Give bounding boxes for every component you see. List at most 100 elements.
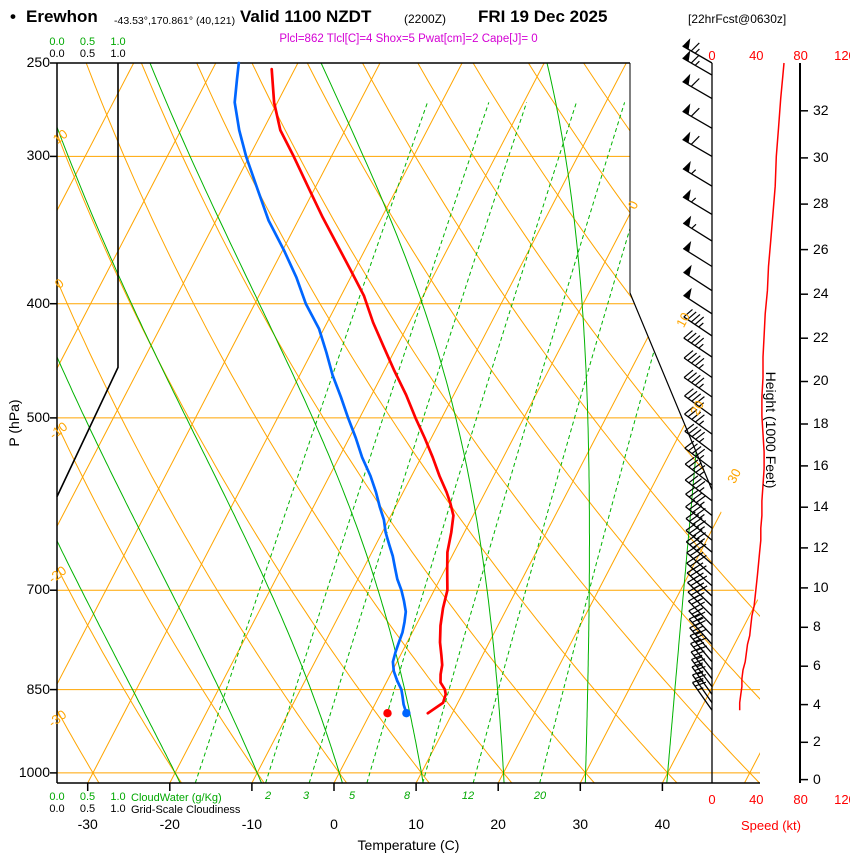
wind-barb xyxy=(682,215,713,242)
pressure-tick-label: 400 xyxy=(26,294,50,311)
wind-barb xyxy=(684,472,713,502)
wind-barb xyxy=(684,456,713,486)
station-bullet-icon: • xyxy=(10,7,16,26)
red-surface-marker xyxy=(383,709,392,718)
cloudwater-scale-top: 0.0 xyxy=(49,36,65,48)
speed-axis-title: Speed (kt) xyxy=(741,818,801,833)
speed-tick-label-bottom: 40 xyxy=(749,792,764,807)
valid-time: Valid 1100 NZDT xyxy=(240,7,372,26)
height-tick-label: 0 xyxy=(813,770,821,787)
temperature-tick-label: 30 xyxy=(572,816,589,832)
height-tick-label: 28 xyxy=(813,195,829,212)
speed-tick-label-bottom: 80 xyxy=(793,792,808,807)
station-name: Erewhon xyxy=(26,7,98,26)
station-coords: -43.53°,170.861° (40,121) xyxy=(114,15,236,27)
height-tick-label: 30 xyxy=(813,148,829,165)
cloudiness-scale-bottom: 1.0 xyxy=(110,803,126,815)
height-tick-label: 10 xyxy=(813,578,829,595)
wind-barb xyxy=(684,440,713,470)
height-axis xyxy=(799,63,808,783)
height-tick-label: 22 xyxy=(813,329,829,346)
wind-barb xyxy=(682,50,713,76)
cloudwater-scale-bottom: 1.0 xyxy=(110,791,126,803)
temperature-tick-label: 0 xyxy=(330,816,338,832)
wind-barb xyxy=(682,73,713,100)
temperature-tick-label: 40 xyxy=(654,816,671,832)
isotherm-label: 30 xyxy=(724,466,744,486)
wind-barb xyxy=(683,308,713,337)
dry-adiabat-label: 0 xyxy=(52,275,67,291)
wind-barb xyxy=(685,486,713,517)
wind-barb xyxy=(684,423,713,453)
speed-tick-label-bottom: 0 xyxy=(708,792,716,807)
blue-surface-marker xyxy=(402,709,411,718)
temperature-tick-label: -30 xyxy=(77,816,98,832)
pressure-tick-label: 500 xyxy=(26,408,50,425)
cloudiness-scale-top: 0.5 xyxy=(79,48,96,60)
wind-barb xyxy=(682,241,713,268)
isotherm-label: 20 xyxy=(687,398,707,418)
speed-tick-label-top: 0 xyxy=(708,48,716,63)
height-axis-title: Height (1000 Feet) xyxy=(763,371,779,489)
height-tick-label: 2 xyxy=(813,733,821,750)
cloudiness-legend: Grid-Scale Cloudiness xyxy=(131,804,241,816)
temperature-tick-label: 10 xyxy=(408,816,424,832)
wind-barbs xyxy=(682,38,713,711)
speed-tick-label-bottom: 120 xyxy=(834,792,850,807)
height-tick-label: 20 xyxy=(813,372,829,389)
speed-tick-label-top: 80 xyxy=(793,48,808,63)
temperature-tick-label: -20 xyxy=(159,816,180,832)
wind-barb xyxy=(683,369,713,398)
dry-adiabat-label: 10 xyxy=(50,126,71,147)
mixing-ratio-label: 2 xyxy=(264,790,271,802)
speed-tick-label-top: 40 xyxy=(749,48,764,63)
forecast-tag: [22hrFcst@0630z] xyxy=(688,12,787,26)
temperature-axis-title: Temperature (C) xyxy=(357,837,460,853)
skewt-background-grid xyxy=(57,63,760,783)
wind-barb xyxy=(683,287,713,315)
stability-indices: Plcl=862 Tlcl[C]=4 Shox=5 Pwat[cm]=2 Cap… xyxy=(279,33,538,45)
cloudwater-scale-bottom: 0.0 xyxy=(49,791,65,803)
pressure-tick-label: 700 xyxy=(26,581,50,598)
cloudwater-scale-top: 1.0 xyxy=(110,36,126,48)
speed-tick-label-top: 120 xyxy=(834,48,850,63)
valid-utc: (2200Z) xyxy=(404,12,447,26)
pressure-tick-label: 300 xyxy=(26,147,50,164)
cloudiness-scale-top: 1.0 xyxy=(110,48,126,60)
grid-scale-cloudiness-curve xyxy=(56,63,119,497)
mixing-ratio-label: 20 xyxy=(533,790,547,802)
temperature-tick-label: -10 xyxy=(241,816,262,832)
height-tick-label: 24 xyxy=(813,285,829,302)
pressure-tick-label: 250 xyxy=(26,54,50,70)
wind-barb xyxy=(682,189,713,215)
dewpoint-curve xyxy=(233,61,408,715)
mixing-ratio-label: 8 xyxy=(404,790,411,802)
cloudwater-scale-bottom: 0.5 xyxy=(79,791,96,803)
plot-borders xyxy=(50,62,760,791)
height-tick-label: 32 xyxy=(813,101,829,118)
height-tick-label: 14 xyxy=(813,498,829,515)
height-tick-label: 18 xyxy=(813,415,829,432)
valid-date: FRI 19 Dec 2025 xyxy=(478,7,608,26)
height-tick-label: 16 xyxy=(813,456,829,473)
cloudiness-scale-top: 0.0 xyxy=(49,48,65,60)
wind-barb xyxy=(682,103,713,129)
height-tick-label: 12 xyxy=(813,538,829,555)
wind-barb xyxy=(683,330,713,358)
cloudiness-scale-bottom: 0.5 xyxy=(79,803,96,815)
mixing-ratio-label: 12 xyxy=(462,790,474,802)
mixing-ratio-label: 5 xyxy=(349,790,356,802)
cloudwater-legend: CloudWater (g/Kg) xyxy=(131,792,222,804)
wind-barb xyxy=(684,406,713,435)
isotherm-label: 10 xyxy=(673,310,693,330)
wind-barb xyxy=(686,545,713,576)
height-tick-label: 26 xyxy=(813,240,829,257)
pressure-tick-label: 1000 xyxy=(18,763,50,780)
pressure-tick-label: 850 xyxy=(26,680,50,697)
temperature-curve xyxy=(270,67,455,715)
wind-barb xyxy=(683,350,713,379)
wind-barb xyxy=(682,161,713,187)
wind-barb xyxy=(682,131,713,157)
